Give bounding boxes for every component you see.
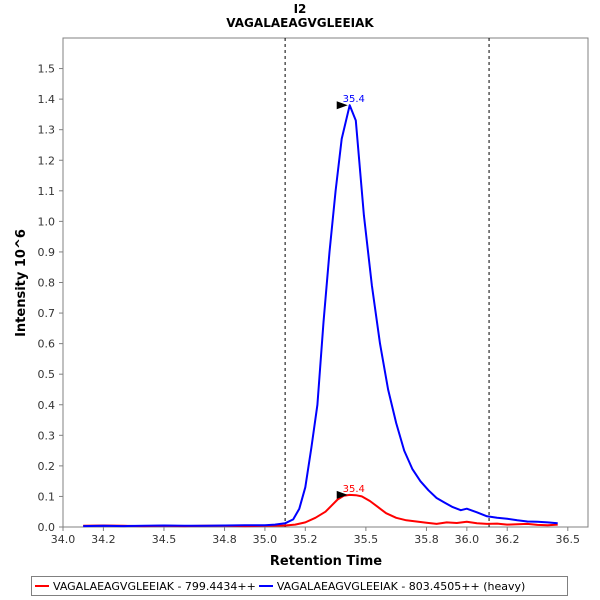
y-axis-label: Intensity 10^6 [14,229,29,337]
y-tick-label: 0.1 [38,490,56,503]
y-tick-label: 0.3 [38,429,56,442]
x-tick-label: 34.0 [51,533,76,546]
legend-swatch-red [35,585,49,587]
y-tick-label: 0.0 [38,521,56,534]
chart-subtitle: VAGALAEAGVGLEEIAK [226,16,374,30]
y-tick-label: 0.4 [38,399,56,412]
x-tick-label: 34.2 [91,533,116,546]
y-tick-label: 1.1 [38,185,56,198]
heavy-peak-label: 35.4 [343,94,365,105]
y-tick-label: 0.6 [38,338,56,351]
y-tick-label: 1.4 [38,93,56,106]
x-tick-label: 35.8 [414,533,439,546]
x-axis-label: Retention Time [270,554,382,569]
y-tick-label: 1.5 [38,63,56,76]
legend-swatch-blue [258,585,273,587]
y-tick-label: 1.3 [38,124,56,137]
x-tick-label: 36.5 [556,533,581,546]
y-tick-label: 1.2 [38,154,56,167]
heavy-series-line [83,104,558,528]
x-tick-label: 34.8 [212,533,237,546]
y-tick-label: 0.5 [38,368,56,381]
legend-item-heavy: VAGALAEAGVGLEEIAK - 803.4505++ (heavy) [258,579,526,593]
legend-label-heavy: VAGALAEAGVGLEEIAK - 803.4505++ (heavy) [276,579,526,593]
x-tick-label: 35.5 [354,533,379,546]
x-tick-label: 35.2 [293,533,318,546]
y-tick-label: 1.0 [38,215,56,228]
y-tick-label: 0.9 [38,246,56,259]
x-tick-label: 36.0 [455,533,480,546]
light-peak-marker [336,490,348,499]
x-tick-label: 36.2 [495,533,520,546]
heavy-peak-marker [336,101,348,110]
plot-area [62,37,589,528]
x-tick-label: 34.5 [152,533,177,546]
y-tick-label: 0.7 [38,307,56,320]
light-peak-label: 35.4 [343,484,365,495]
legend: VAGALAEAGVGLEEIAK - 799.4434++ VAGALAEAG… [31,576,568,596]
x-tick-label: 35.0 [253,533,278,546]
legend-item-light: VAGALAEAGVGLEEIAK - 799.4434++ [35,580,256,593]
y-tick-label: 0.8 [38,277,56,290]
y-tick-label: 0.2 [38,460,56,473]
legend-label-light: VAGALAEAGVGLEEIAK - 799.4434++ [53,579,256,593]
chart-title: I2 [293,2,307,16]
